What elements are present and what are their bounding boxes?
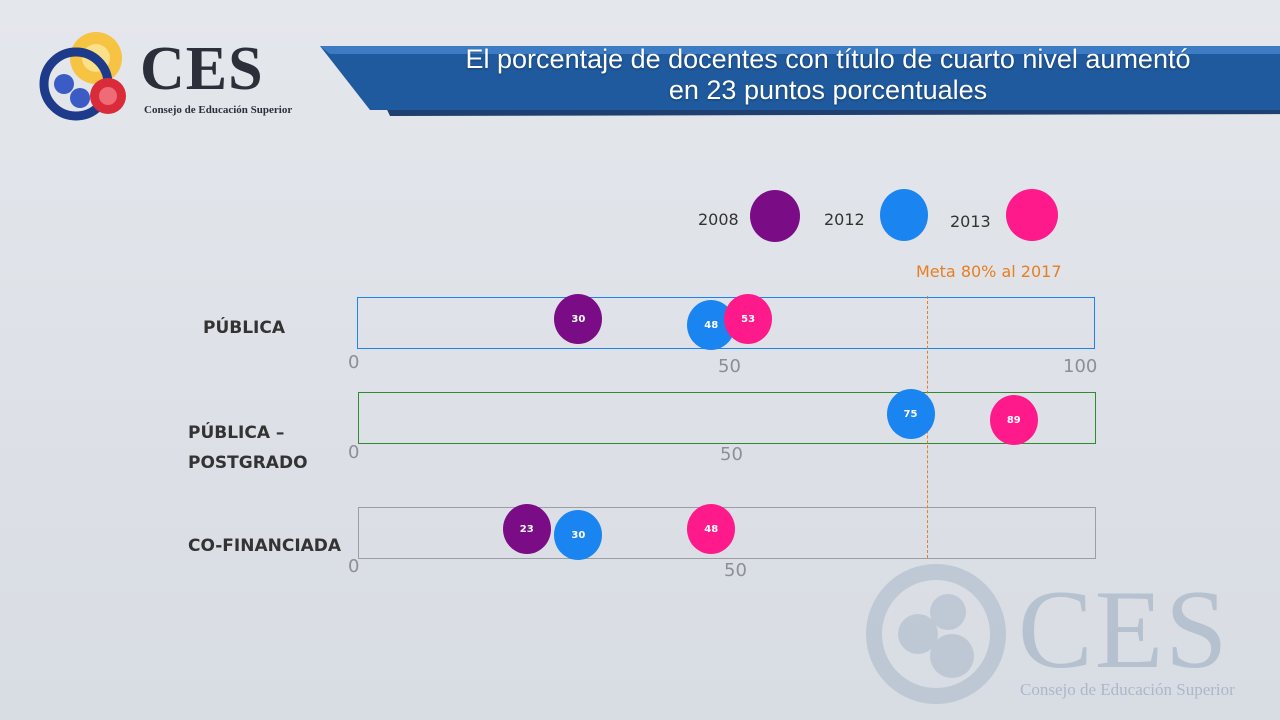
- slide-title: El porcentaje de docentes con título de …: [378, 44, 1278, 106]
- legend-2013-dot: [1006, 189, 1058, 241]
- watermark-title: CES: [1018, 568, 1230, 692]
- tick-label: 50: [718, 356, 741, 377]
- ces-logo: [39, 32, 126, 121]
- legend-2013-label: 2013: [950, 212, 991, 231]
- row-label-publica-postgrado: PÚBLICA – POSTGRADO: [188, 418, 348, 478]
- row-label-text: PÚBLICA – POSTGRADO: [188, 423, 308, 473]
- track-cofinanciada: [358, 507, 1096, 559]
- track-publica: [357, 297, 1095, 349]
- row-label-publica: PÚBLICA: [203, 318, 286, 338]
- track-publica-postgrado: [358, 392, 1096, 444]
- goal-label: Meta 80% al 2017: [916, 262, 1062, 281]
- legend-2012-label: 2012: [824, 210, 865, 229]
- point-2013-0: 53: [724, 294, 773, 344]
- tick-label: 0: [348, 556, 360, 577]
- legend-2008-label: 2008: [698, 210, 739, 229]
- tick-label: 50: [720, 444, 743, 465]
- tick-label: 0: [348, 352, 360, 373]
- point-2013-1: 89: [989, 395, 1038, 445]
- legend-2008-dot: [750, 190, 800, 242]
- title-line-1: El porcentaje de docentes con título de …: [465, 44, 1191, 74]
- tick-label: 0: [348, 442, 360, 463]
- point-2012-2: 30: [554, 510, 603, 560]
- title-line-2: en 23 puntos porcentuales: [668, 75, 988, 105]
- point-2008-0: 30: [554, 294, 603, 344]
- point-2012-1: 75: [886, 389, 935, 439]
- ces-watermark-icon: [866, 564, 1006, 704]
- logo-subtitle: Consejo de Educación Superior: [144, 104, 293, 116]
- legend-2012-dot: [880, 189, 928, 241]
- logo-title: CES: [140, 35, 264, 103]
- point-2013-2: 48: [687, 504, 736, 554]
- point-2008-2: 23: [502, 504, 551, 554]
- row-label-cofinanciada: CO-FINANCIADA: [188, 536, 342, 556]
- title-banner: [320, 46, 1280, 116]
- watermark-subtitle: Consejo de Educación Superior: [1020, 680, 1235, 699]
- tick-label: 50: [724, 560, 747, 581]
- tick-label: 100: [1063, 356, 1098, 377]
